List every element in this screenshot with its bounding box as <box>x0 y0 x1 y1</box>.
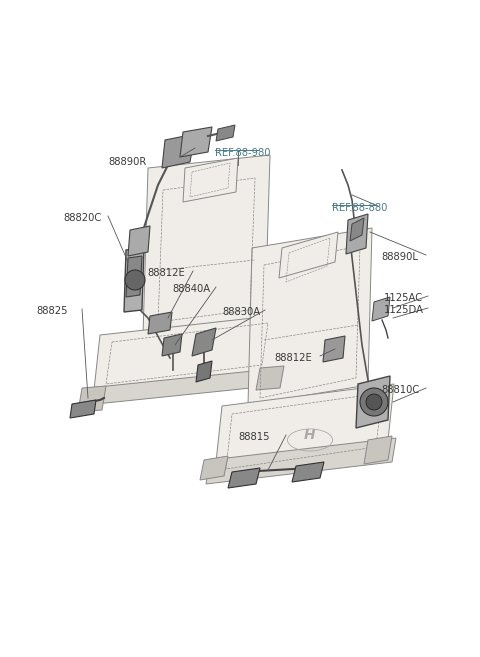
Polygon shape <box>148 312 172 334</box>
Circle shape <box>366 394 382 410</box>
Polygon shape <box>183 158 238 202</box>
Text: REF.88-980: REF.88-980 <box>215 148 271 158</box>
Polygon shape <box>78 386 106 412</box>
Text: 88840A: 88840A <box>172 284 210 294</box>
Polygon shape <box>94 315 280 390</box>
Polygon shape <box>196 361 212 382</box>
Polygon shape <box>200 456 228 480</box>
Text: 1125DA: 1125DA <box>384 305 424 315</box>
Text: 1125AC: 1125AC <box>384 293 423 303</box>
Text: 88890R: 88890R <box>108 157 146 167</box>
Polygon shape <box>292 462 324 482</box>
Polygon shape <box>350 218 364 241</box>
Circle shape <box>125 270 145 290</box>
Text: 88820C: 88820C <box>63 213 101 223</box>
Text: REF.88-880: REF.88-880 <box>332 203 387 213</box>
Polygon shape <box>256 366 284 390</box>
Polygon shape <box>143 155 270 335</box>
Text: 88812E: 88812E <box>147 268 185 278</box>
Text: 88812E: 88812E <box>274 353 312 363</box>
Polygon shape <box>216 125 235 141</box>
Text: 88890L: 88890L <box>381 252 418 262</box>
Polygon shape <box>192 328 216 356</box>
Text: H: H <box>304 428 316 442</box>
Text: 88830A: 88830A <box>222 307 260 317</box>
Polygon shape <box>372 297 390 321</box>
Text: 88825: 88825 <box>36 306 68 316</box>
Polygon shape <box>248 228 372 405</box>
Polygon shape <box>126 256 142 297</box>
Polygon shape <box>356 376 390 428</box>
Polygon shape <box>70 400 96 418</box>
Polygon shape <box>346 214 368 254</box>
Text: 88815: 88815 <box>238 432 269 442</box>
Polygon shape <box>228 468 260 488</box>
Polygon shape <box>206 438 396 484</box>
Polygon shape <box>180 127 212 157</box>
Polygon shape <box>86 368 282 405</box>
Polygon shape <box>279 232 338 278</box>
Polygon shape <box>364 436 392 464</box>
Circle shape <box>360 388 388 416</box>
Text: 88810C: 88810C <box>381 385 419 395</box>
Polygon shape <box>162 134 195 168</box>
Polygon shape <box>216 384 394 462</box>
Polygon shape <box>124 248 144 312</box>
Polygon shape <box>323 336 345 362</box>
Polygon shape <box>128 226 150 256</box>
Polygon shape <box>162 334 182 356</box>
